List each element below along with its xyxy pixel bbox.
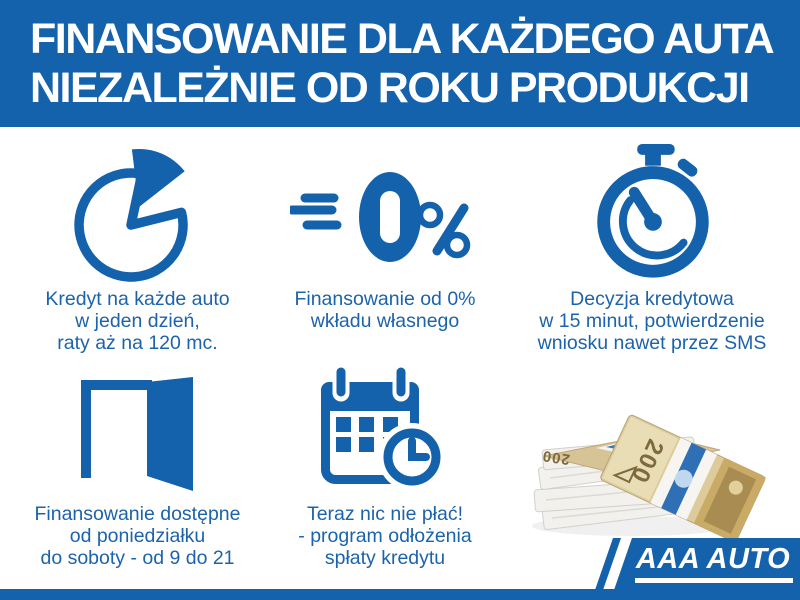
feature-opening-hours: Finansowanie dostępne od poniedziałku do… — [20, 362, 255, 569]
aaa-auto-logo: AAA AUTO — [614, 538, 800, 590]
feature-decision: Decyzja kredytowa w 15 minut, potwierdze… — [512, 142, 792, 354]
feature-zero-percent: Finansowanie od 0% wkładu własnego — [265, 142, 505, 332]
caption-line: do soboty - od 9 do 21 — [40, 547, 235, 569]
feature-caption: Finansowanie dostępne od poniedziałku do… — [20, 503, 255, 569]
caption-line: Decyzja kredytowa — [570, 288, 734, 310]
caption-line: spłaty kredytu — [324, 547, 446, 569]
caption-line: raty aż na 120 mc. — [57, 332, 218, 354]
caption-line: w 15 minut, potwierdzenie — [539, 310, 765, 332]
feature-caption: Decyzja kredytowa w 15 minut, potwierdze… — [512, 288, 792, 354]
money-banknotes-image: 200 200 — [512, 358, 797, 546]
header-title-line2: NIEZALEŻNIE OD ROKU PRODUKCJI — [30, 64, 750, 112]
calendar-clock-icon — [265, 362, 505, 503]
caption-line: Teraz nic nie płać! — [306, 503, 464, 525]
pie-chart-icon — [20, 142, 255, 288]
caption-line: - program odłożenia — [298, 525, 472, 547]
feature-deferred-payment: Teraz nic nie płać! - program odłożenia … — [265, 362, 505, 569]
feature-caption: Kredyt na każde auto w jeden dzień, raty… — [20, 288, 255, 354]
caption-line: Finansowanie dostępne — [34, 503, 241, 525]
caption-line: wniosku nawet przez SMS — [537, 332, 767, 354]
zero-percent-icon — [265, 142, 505, 288]
feature-caption: Teraz nic nie płać! - program odłożenia … — [265, 503, 505, 569]
header-title-line1: FINANSOWANIE DLA KAŻDEGO AUTA — [30, 15, 775, 63]
logo-text: AAA AUTO — [634, 545, 794, 583]
feature-credit: Kredyt na każde auto w jeden dzień, raty… — [20, 142, 255, 354]
caption-line: w jeden dzień, — [75, 310, 200, 332]
caption-line: od poniedziałku — [69, 525, 206, 547]
open-door-icon — [20, 362, 255, 503]
caption-line: Finansowanie od 0% — [294, 288, 476, 310]
caption-line: Kredyt na każde auto — [45, 288, 230, 310]
caption-line: wkładu własnego — [310, 310, 460, 332]
stopwatch-icon — [512, 142, 792, 288]
banknote-value: 200 — [541, 447, 571, 468]
feature-caption: Finansowanie od 0% wkładu własnego — [265, 288, 505, 332]
bottom-bar — [0, 589, 800, 600]
header-banner: FINANSOWANIE DLA KAŻDEGO AUTA NIEZALEŻNI… — [0, 0, 800, 127]
